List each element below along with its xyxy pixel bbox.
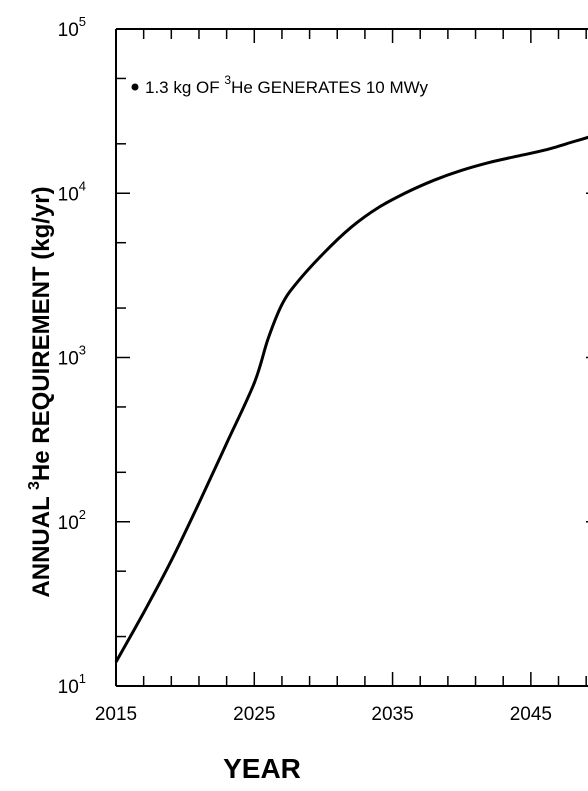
y-tick-label: 103 xyxy=(58,343,86,370)
y-axis-label: ANNUAL 3He REQUIREMENT (kg/yr) xyxy=(26,186,55,597)
y-tick-label: 102 xyxy=(58,507,86,534)
y-tick-label: 105 xyxy=(58,14,86,41)
x-axis-label: YEAR xyxy=(223,753,301,784)
y-tick-label: 104 xyxy=(58,178,86,205)
plot-axes xyxy=(115,28,588,687)
x-tick-label: 2045 xyxy=(510,704,552,725)
series-line xyxy=(114,135,588,663)
annotation-bullet xyxy=(131,83,139,91)
axis-ticks xyxy=(115,28,588,687)
tick-labels: 2015 2025 2035 2045 101 102 103 104 105 xyxy=(58,14,552,725)
x-tick-label: 2035 xyxy=(371,704,413,725)
y-tick-label: 101 xyxy=(58,671,86,698)
annotation: 1.3 kg OF 3He GENERATES 10 MWy xyxy=(131,73,429,97)
annotation-text: 1.3 kg OF 3He GENERATES 10 MWy xyxy=(145,73,429,97)
x-tick-label: 2025 xyxy=(233,704,275,725)
x-tick-label: 2015 xyxy=(95,704,137,725)
